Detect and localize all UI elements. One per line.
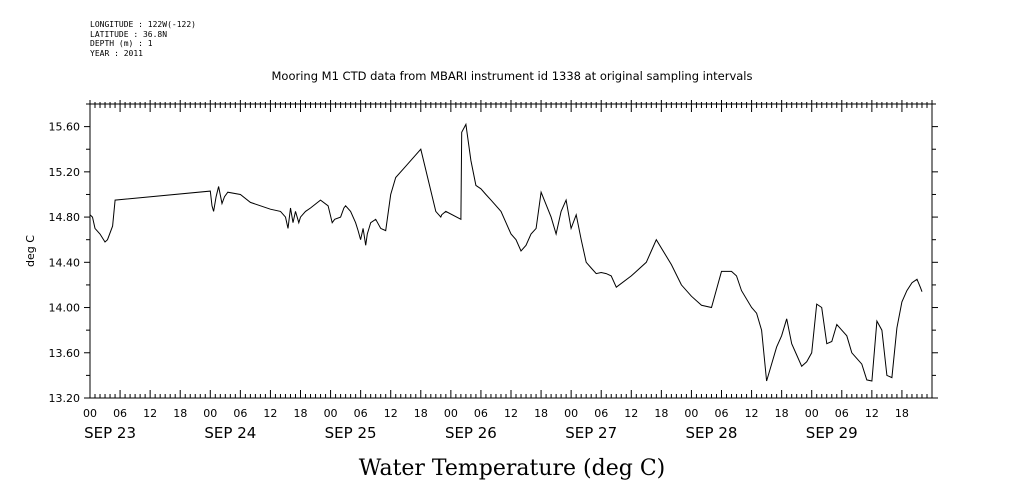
x-tick-label: 18 <box>414 407 428 420</box>
x-day-label: SEP 24 <box>204 424 256 442</box>
x-tick-label: 18 <box>895 407 909 420</box>
x-tick-label: 00 <box>564 407 578 420</box>
x-day-label: SEP 27 <box>565 424 617 442</box>
x-tick-label: 06 <box>715 407 729 420</box>
x-tick-label: 00 <box>805 407 819 420</box>
x-day-label: SEP 29 <box>806 424 858 442</box>
x-tick-label: 18 <box>294 407 308 420</box>
y-tick-label: 14.00 <box>49 302 81 315</box>
x-day-label: SEP 28 <box>686 424 738 442</box>
y-tick-label: 15.60 <box>49 121 81 134</box>
label-layer: 00 06 12 18 00 06 12 18 00 06 12 18 00 06 12 18 00 06 12 18… <box>49 121 909 442</box>
x-tick-label: 12 <box>143 407 157 420</box>
x-tick-label: 12 <box>865 407 879 420</box>
depth-text: DEPTH (m) : 1 <box>90 39 153 48</box>
x-tick-label: 18 <box>654 407 668 420</box>
x-day-label: SEP 23 <box>84 424 136 442</box>
x-tick-label: 12 <box>624 407 638 420</box>
x-day-label: SEP 25 <box>325 424 377 442</box>
y-tick-label: 13.60 <box>49 347 81 360</box>
x-tick-label: 00 <box>324 407 338 420</box>
x-tick-label: 00 <box>203 407 217 420</box>
x-axis-label: Water Temperature (deg C) <box>359 456 666 481</box>
latitude-text: LATITUDE : 36.8N <box>90 29 168 39</box>
temperature-series-line <box>89 122 923 382</box>
y-tick-label: 14.80 <box>49 211 81 224</box>
x-tick-label: 06 <box>113 407 127 420</box>
x-tick-label: 12 <box>504 407 518 420</box>
x-tick-label: 18 <box>173 407 187 420</box>
x-tick-label: 06 <box>233 407 247 420</box>
longitude-text: LONGITUDE : 122W(-122) <box>90 20 196 29</box>
x-tick-label: 18 <box>534 407 548 420</box>
x-tick-label: 12 <box>745 407 759 420</box>
x-tick-label: 12 <box>384 407 398 420</box>
y-tick-label: 13.20 <box>49 392 81 405</box>
x-tick-label: 06 <box>835 407 849 420</box>
plot-frame <box>89 103 933 399</box>
y-tick-label: 15.20 <box>49 166 81 179</box>
x-day-label: SEP 26 <box>445 424 497 442</box>
y-tick-label: 14.40 <box>49 256 81 269</box>
y-axis-label: deg C <box>24 235 37 267</box>
x-tick-label: 18 <box>775 407 789 420</box>
chart-title: Mooring M1 CTD data from MBARI instrumen… <box>272 69 753 83</box>
tick-layer <box>84 100 938 399</box>
x-tick-label: 00 <box>444 407 458 420</box>
x-tick-label: 06 <box>594 407 608 420</box>
x-tick-label: 12 <box>263 407 277 420</box>
x-tick-label: 00 <box>83 407 97 420</box>
metadata-block: LONGITUDE : 122W(-122) LATITUDE : 36.8N … <box>90 20 196 58</box>
x-tick-label: 00 <box>684 407 698 420</box>
year-text: YEAR : 2011 <box>90 48 143 58</box>
x-tick-label: 06 <box>354 407 368 420</box>
x-tick-label: 06 <box>474 407 488 420</box>
